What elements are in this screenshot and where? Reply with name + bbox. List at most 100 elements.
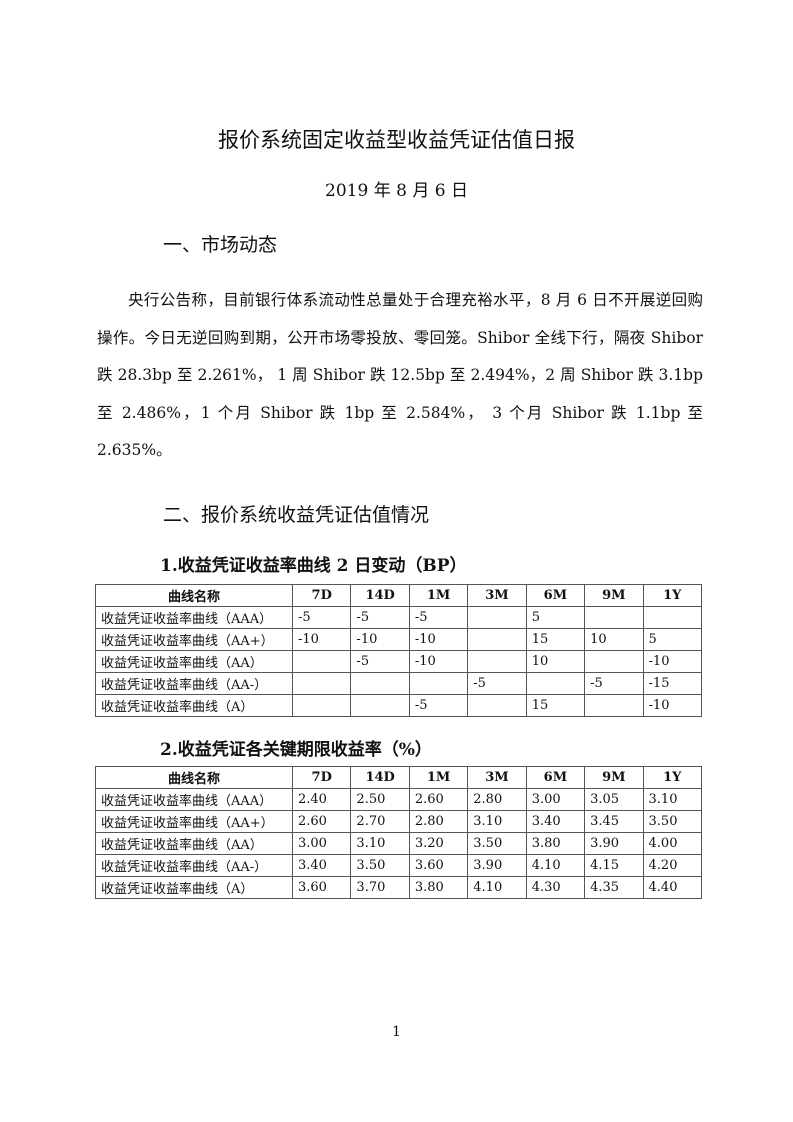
table-cell: 3.60 — [408, 854, 469, 877]
table-cell: 5 — [642, 628, 703, 651]
paragraph-text: 央行公告称，目前银行体系流动性总量处于合理充裕水平，8 月 6 日不开展逆回购操… — [97, 291, 703, 459]
table-cell: 4.20 — [642, 854, 703, 877]
table-cell — [642, 606, 703, 629]
table-cell: -5 — [408, 694, 469, 717]
header-row: 曲线名称 7D 14D 1M 3M 6M 9M 1Y — [95, 584, 703, 607]
table-row: 收益凭证收益率曲线（AAA） -5 -5 -5 5 — [95, 606, 703, 629]
table-cell — [584, 606, 644, 629]
table-cell: 15 — [525, 628, 586, 651]
table-cell: 收益凭证收益率曲线（AA+） — [95, 810, 293, 833]
table-cell: 收益凭证收益率曲线（AAA） — [95, 788, 293, 811]
table-cell: -10 — [291, 628, 352, 651]
table-cell: 3.80 — [408, 876, 469, 899]
table-cell: 收益凭证收益率曲线（AA+） — [95, 628, 293, 651]
table-cell: 收益凭证收益率曲线（A） — [95, 876, 293, 899]
table-cell: 3.50 — [467, 832, 527, 855]
table-cell: 4.40 — [642, 876, 703, 899]
table-cell: -15 — [642, 672, 703, 695]
table-cell: 2.80 — [467, 788, 527, 811]
table-cell: -5 — [291, 606, 352, 629]
table-row: 收益凭证收益率曲线（A） 3.60 3.70 3.80 4.10 4.30 4.35 4.40 — [95, 876, 703, 899]
table-cell: -5 — [584, 672, 644, 695]
table-cell — [408, 672, 469, 695]
table2-caption: 2.收益凭证各关键期限收益率（%） — [160, 740, 432, 760]
bp-change-table: 曲线名称 7D 14D 1M 3M 6M 9M 1Y 收益凭证收益率曲线（AAA） -5 -5 -5 5… — [95, 584, 703, 717]
table-cell: 3.40 — [291, 854, 352, 877]
table-cell: 收益凭证收益率曲线（AA-） — [95, 854, 293, 877]
report-date: 2019 年 8 月 6 日 — [325, 181, 468, 201]
column-header: 1Y — [642, 766, 703, 789]
market-paragraph: 央行公告称，目前银行体系流动性总量处于合理充裕水平，8 月 6 日不开展逆回购操… — [97, 282, 703, 470]
column-header: 1M — [408, 766, 469, 789]
table-cell: -5 — [350, 650, 410, 673]
table-cell — [467, 694, 527, 717]
table-cell: 3.70 — [350, 876, 410, 899]
table-cell: 收益凭证收益率曲线（AA） — [95, 650, 293, 673]
table-cell: 3.10 — [467, 810, 527, 833]
column-header: 7D — [291, 584, 352, 607]
table-cell — [584, 694, 644, 717]
document-title: 报价系统固定收益型收益凭证估值日报 — [218, 128, 575, 152]
table-row: 收益凭证收益率曲线（AA+） -10 -10 -10 15 10 5 — [95, 628, 703, 651]
table-cell: 收益凭证收益率曲线（A） — [95, 694, 293, 717]
section-heading-valuation: 二、报价系统收益凭证估值情况 — [163, 504, 430, 526]
table-cell — [291, 672, 352, 695]
table-cell: 3.00 — [291, 832, 352, 855]
table-cell: 收益凭证收益率曲线（AA-） — [95, 672, 293, 695]
table-cell: -10 — [408, 628, 469, 651]
table-cell — [525, 672, 586, 695]
table-row: 收益凭证收益率曲线（AA） 3.00 3.10 3.20 3.50 3.80 3.90 4.0… — [95, 832, 703, 855]
table-row: 收益凭证收益率曲线（AA-） 3.40 3.50 3.60 3.90 4.10 4.15 4.… — [95, 854, 703, 877]
table-cell: 3.50 — [350, 854, 410, 877]
table-cell: 10 — [584, 628, 644, 651]
table-cell — [467, 606, 527, 629]
table-cell: 4.00 — [642, 832, 703, 855]
table-cell: -10 — [350, 628, 410, 651]
table-cell — [350, 694, 410, 717]
table-row: 收益凭证收益率曲线（AAA） 2.40 2.50 2.60 2.80 3.00 3.05 3.… — [95, 788, 703, 811]
table-cell: 4.30 — [525, 876, 586, 899]
table-cell: -10 — [642, 694, 703, 717]
column-header: 9M — [584, 766, 644, 789]
table-cell — [467, 628, 527, 651]
table-cell: -5 — [350, 606, 410, 629]
table-cell: -5 — [408, 606, 469, 629]
yield-table: 曲线名称 7D 14D 1M 3M 6M 9M 1Y 收益凭证收益率曲线（AAA） 2.40 2.5… — [95, 766, 703, 899]
table-row: 收益凭证收益率曲线（AA） -5 -10 10 -10 — [95, 650, 703, 673]
table-cell: 2.50 — [350, 788, 410, 811]
table-cell: 3.60 — [291, 876, 352, 899]
table-row: 收益凭证收益率曲线（A） -5 15 -10 — [95, 694, 703, 717]
table-cell: 2.40 — [291, 788, 352, 811]
table-cell: 3.50 — [642, 810, 703, 833]
column-header: 曲线名称 — [95, 584, 293, 607]
table-cell: 3.90 — [584, 832, 644, 855]
column-header: 1Y — [642, 584, 703, 607]
column-header: 曲线名称 — [95, 766, 293, 789]
table-cell: 2.70 — [350, 810, 410, 833]
column-header: 9M — [584, 584, 644, 607]
table-cell: 4.35 — [584, 876, 644, 899]
table-cell: 5 — [525, 606, 586, 629]
column-header: 7D — [291, 766, 352, 789]
table-cell: 3.20 — [408, 832, 469, 855]
table-cell: 3.90 — [467, 854, 527, 877]
section-heading-market: 一、市场动态 — [163, 234, 278, 256]
table-cell: 3.05 — [584, 788, 644, 811]
table-cell: 4.10 — [467, 876, 527, 899]
table-cell: 3.10 — [350, 832, 410, 855]
table-row: 收益凭证收益率曲线（AA-） -5 -5 -15 — [95, 672, 703, 695]
table-cell: 15 — [525, 694, 586, 717]
column-header: 6M — [525, 766, 586, 789]
table-cell — [350, 672, 410, 695]
table-cell: 收益凭证收益率曲线（AAA） — [95, 606, 293, 629]
table-cell: 3.80 — [525, 832, 586, 855]
table-cell: 3.00 — [525, 788, 586, 811]
column-header: 14D — [350, 584, 410, 607]
column-header: 1M — [408, 584, 469, 607]
table-cell — [291, 650, 352, 673]
table-cell: 收益凭证收益率曲线（AA） — [95, 832, 293, 855]
table-cell: 3.40 — [525, 810, 586, 833]
table-cell — [467, 650, 527, 673]
column-header: 14D — [350, 766, 410, 789]
header-row: 曲线名称 7D 14D 1M 3M 6M 9M 1Y — [95, 766, 703, 789]
